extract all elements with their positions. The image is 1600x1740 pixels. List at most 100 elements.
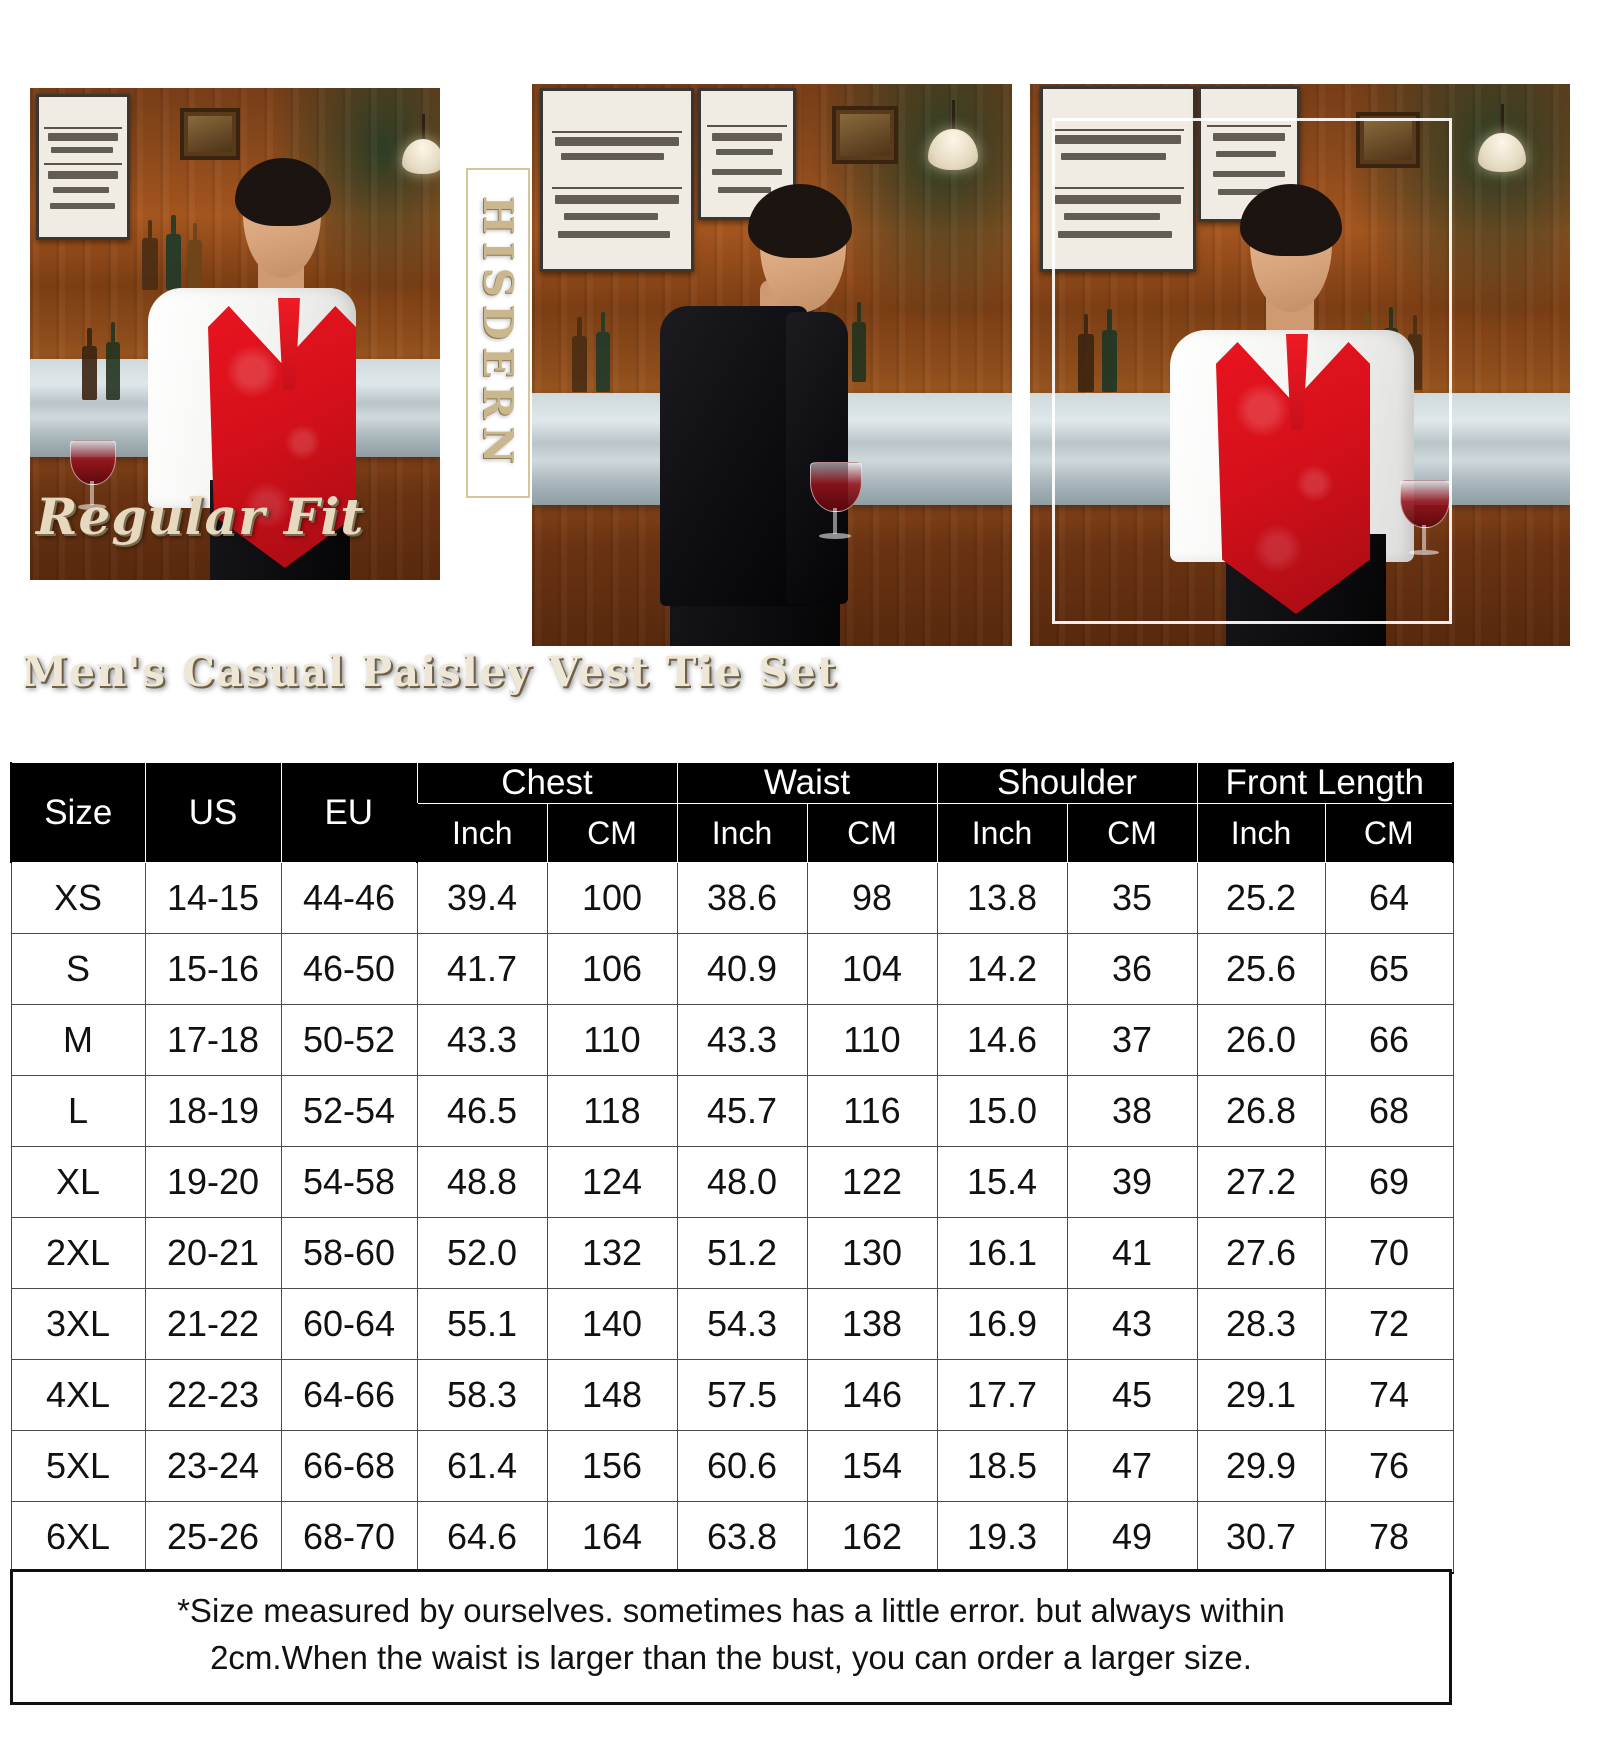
table-row: 6XL 25-26 68-70 64.6 164 63.8 162 19.3 49 30.7 78 xyxy=(10,1501,1454,1574)
header-front-length: Front Length xyxy=(1196,762,1455,804)
cell-eu: 54-58 xyxy=(280,1146,418,1218)
cell-waist-inch: 48.0 xyxy=(676,1146,808,1218)
cell-front-cm: 74 xyxy=(1324,1359,1454,1431)
cell-waist-inch: 38.6 xyxy=(676,862,808,934)
cell-front-cm: 66 xyxy=(1324,1004,1454,1076)
header-chest: Chest xyxy=(416,762,678,804)
cell-size: 4XL xyxy=(10,1359,146,1431)
cell-shoulder-inch: 17.7 xyxy=(936,1359,1068,1431)
cell-shoulder-cm: 35 xyxy=(1066,862,1198,934)
header-chest-inch: Inch xyxy=(416,803,548,863)
wall-picture-frame xyxy=(832,106,898,164)
cell-us: 23-24 xyxy=(144,1430,282,1502)
cell-waist-cm: 98 xyxy=(806,862,938,934)
chalkboard-menu-sign xyxy=(1040,86,1196,272)
shelf-bottle xyxy=(596,311,610,392)
cell-front-inch: 30.7 xyxy=(1196,1501,1326,1574)
header-front-cm: CM xyxy=(1324,803,1455,863)
header-size: Size xyxy=(10,762,146,863)
header-front-inch: Inch xyxy=(1196,803,1326,863)
cell-chest-inch: 61.4 xyxy=(416,1430,548,1502)
table-row: XS 14-15 44-46 39.4 100 38.6 98 13.8 35 25.2 64 xyxy=(10,862,1454,934)
shelf-bottle xyxy=(106,322,120,400)
cell-front-cm: 64 xyxy=(1324,862,1454,934)
header-us: US xyxy=(144,762,282,863)
cell-chest-inch: 58.3 xyxy=(416,1359,548,1431)
cell-chest-cm: 106 xyxy=(546,933,678,1005)
cell-shoulder-cm: 43 xyxy=(1066,1288,1198,1360)
cell-waist-inch: 45.7 xyxy=(676,1075,808,1147)
cell-us: 22-23 xyxy=(144,1359,282,1431)
cell-us: 20-21 xyxy=(144,1217,282,1289)
cell-front-inch: 29.9 xyxy=(1196,1430,1326,1502)
cell-us: 14-15 xyxy=(144,862,282,934)
table-row: L 18-19 52-54 46.5 118 45.7 116 15.0 38 26.8 68 xyxy=(10,1075,1454,1147)
cell-waist-inch: 57.5 xyxy=(676,1359,808,1431)
cell-eu: 50-52 xyxy=(280,1004,418,1076)
cell-chest-inch: 43.3 xyxy=(416,1004,548,1076)
wine-glass xyxy=(810,462,862,544)
header-chest-cm: CM xyxy=(546,803,678,863)
product-photo-1[interactable]: Regular Fit xyxy=(30,88,440,580)
table-row: 5XL 23-24 66-68 61.4 156 60.6 154 18.5 47 29.9 76 xyxy=(10,1430,1454,1502)
cell-waist-inch: 40.9 xyxy=(676,933,808,1005)
cell-size: 6XL xyxy=(10,1501,146,1574)
shelf-bottle xyxy=(1102,308,1117,392)
table-group-header-row: Size US EU Chest Waist Shoulder Front Le… xyxy=(10,762,1455,863)
cell-front-inch: 25.6 xyxy=(1196,933,1326,1005)
cell-eu: 66-68 xyxy=(280,1430,418,1502)
cell-waist-cm: 110 xyxy=(806,1004,938,1076)
wine-glass xyxy=(70,440,116,514)
cell-size: M xyxy=(10,1004,146,1076)
cell-size: L xyxy=(10,1075,146,1147)
wall-picture-frame xyxy=(1356,112,1420,168)
header-shoulder-inch: Inch xyxy=(936,803,1068,863)
cell-chest-inch: 55.1 xyxy=(416,1288,548,1360)
pendant-lamp xyxy=(402,114,440,174)
cell-size: 2XL xyxy=(10,1217,146,1289)
cell-us: 21-22 xyxy=(144,1288,282,1360)
cell-front-inch: 25.2 xyxy=(1196,862,1326,934)
cell-shoulder-cm: 41 xyxy=(1066,1217,1198,1289)
cell-eu: 58-60 xyxy=(280,1217,418,1289)
cell-waist-inch: 60.6 xyxy=(676,1430,808,1502)
cell-eu: 64-66 xyxy=(280,1359,418,1431)
size-chart-table: Size US EU Chest Waist Shoulder Front Le… xyxy=(10,762,1455,1574)
product-photo-2[interactable] xyxy=(532,84,1012,646)
cell-shoulder-cm: 45 xyxy=(1066,1359,1198,1431)
cell-shoulder-inch: 13.8 xyxy=(936,862,1068,934)
cell-chest-cm: 140 xyxy=(546,1288,678,1360)
cell-chest-cm: 124 xyxy=(546,1146,678,1218)
table-row: S 15-16 46-50 41.7 106 40.9 104 14.2 36 25.6 65 xyxy=(10,933,1454,1005)
shelf-bottle xyxy=(1078,314,1094,392)
table-row: 3XL 21-22 60-64 55.1 140 54.3 138 16.9 43 28.3 72 xyxy=(10,1288,1454,1360)
table-head: Size US EU Chest Waist Shoulder Front Le… xyxy=(10,762,1455,863)
shelf-bottle xyxy=(188,223,202,290)
shelf-bottle xyxy=(142,220,158,290)
header-waist-cm: CM xyxy=(806,803,938,863)
cell-shoulder-inch: 16.9 xyxy=(936,1288,1068,1360)
measurement-note: *Size measured by ourselves. sometimes h… xyxy=(10,1569,1452,1705)
cell-eu: 46-50 xyxy=(280,933,418,1005)
size-chart-container: Size US EU Chest Waist Shoulder Front Le… xyxy=(10,762,1455,1574)
cell-shoulder-inch: 14.2 xyxy=(936,933,1068,1005)
chalkboard-menu-sign xyxy=(36,94,130,240)
pendant-lamp xyxy=(928,100,978,170)
cell-front-cm: 69 xyxy=(1324,1146,1454,1218)
cell-size: 5XL xyxy=(10,1430,146,1502)
cell-waist-cm: 154 xyxy=(806,1430,938,1502)
cell-waist-cm: 146 xyxy=(806,1359,938,1431)
cell-chest-inch: 41.7 xyxy=(416,933,548,1005)
cell-shoulder-cm: 38 xyxy=(1066,1075,1198,1147)
cell-chest-cm: 100 xyxy=(546,862,678,934)
cell-front-inch: 26.8 xyxy=(1196,1075,1326,1147)
cell-chest-inch: 52.0 xyxy=(416,1217,548,1289)
product-photo-3[interactable] xyxy=(1030,84,1570,646)
model-figure xyxy=(30,88,440,580)
header-eu: EU xyxy=(280,762,418,863)
hero-banner: Regular Fit HISDERN xyxy=(0,0,1600,696)
shelf-bottle xyxy=(572,316,587,392)
table-unit-header-row: Inch CM Inch CM Inch CM Inch CM xyxy=(11,803,1455,863)
cell-front-cm: 70 xyxy=(1324,1217,1454,1289)
cell-chest-inch: 39.4 xyxy=(416,862,548,934)
